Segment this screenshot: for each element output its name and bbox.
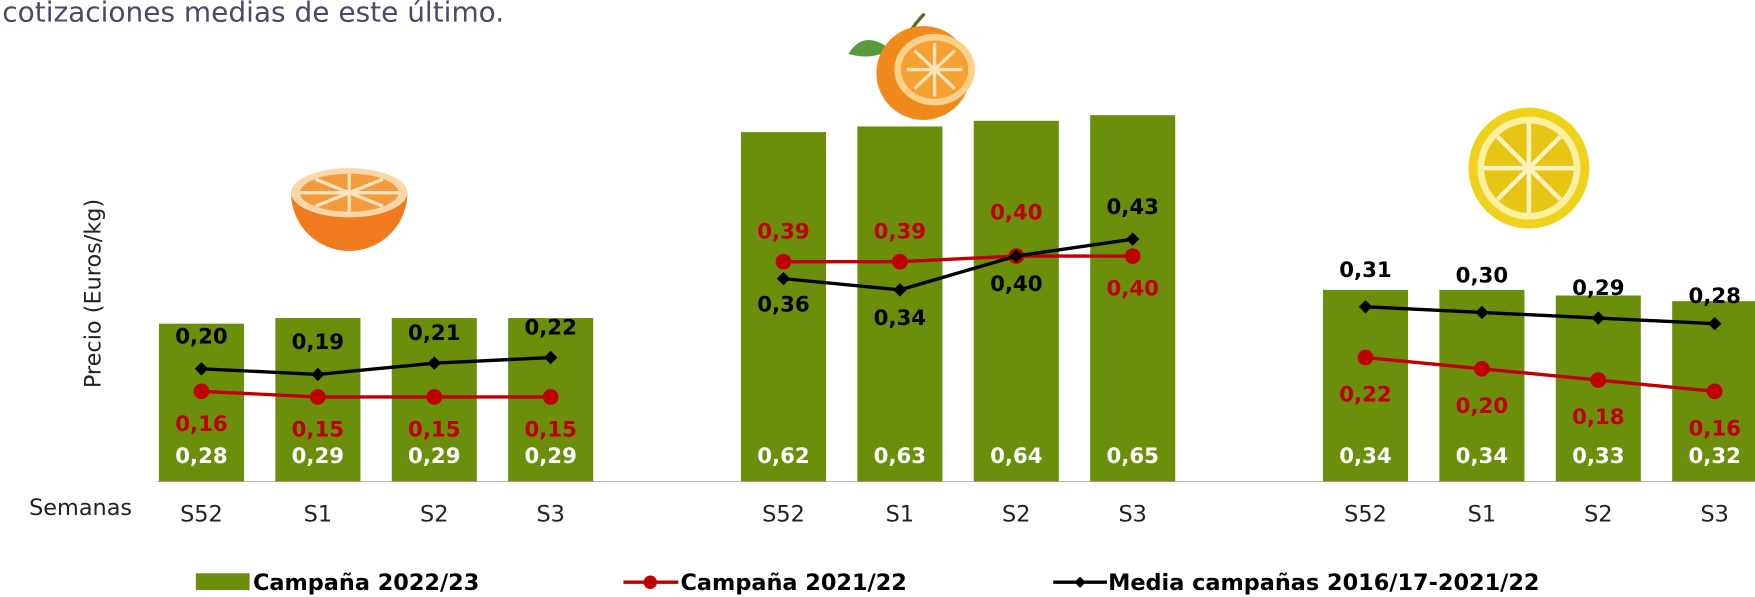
line-marker	[543, 389, 559, 405]
mandarin-icon	[848, 14, 974, 120]
bar-value-label: 0,65	[1106, 444, 1158, 469]
bar-value-label: 0,34	[1339, 444, 1391, 469]
line-marker	[310, 389, 326, 405]
line-value-label: 0,16	[175, 412, 227, 437]
line-marker	[1125, 248, 1141, 264]
legend-label: Media campañas 2016/17-2021/22	[1108, 570, 1539, 596]
line-value-label: 0,28	[1688, 284, 1740, 309]
line	[783, 239, 1132, 290]
line-value-label: 0,22	[524, 315, 576, 340]
line-value-label: 0,39	[874, 220, 926, 245]
x-tick-label: S2	[420, 502, 448, 528]
bar-value-label: 0,34	[1456, 444, 1508, 469]
line-marker	[1474, 361, 1490, 377]
legend-label: Campaña 2021/22	[681, 570, 907, 596]
legend-marker	[1074, 577, 1085, 588]
legend-swatch	[196, 573, 250, 590]
line	[201, 391, 550, 397]
legend-marker	[644, 576, 657, 589]
x-tick-label: S3	[536, 502, 564, 528]
bar-value-label: 0,64	[990, 444, 1042, 469]
line-value-label: 0,15	[408, 418, 460, 443]
bar-value-label: 0,29	[292, 444, 344, 469]
chart: cotizaciones medias de este último. Prec…	[0, 0, 1755, 597]
bar-value-label: 0,28	[175, 444, 227, 469]
x-tick-label: S52	[762, 502, 805, 528]
orange-icon	[291, 168, 407, 251]
line	[1365, 307, 1714, 324]
line-value-label: 0,40	[1106, 277, 1158, 302]
bar-value-label: 0,33	[1572, 444, 1624, 469]
bar	[974, 121, 1059, 482]
x-axis-label: Semanas	[29, 495, 132, 521]
page: {"intro_text": "cotizaciones medias de e…	[0, 0, 1755, 597]
bar	[857, 126, 942, 481]
line-marker	[1590, 372, 1606, 388]
x-tick-label: S3	[1700, 502, 1728, 528]
bar-value-label: 0,63	[874, 444, 926, 469]
line-value-label: 0,21	[408, 321, 460, 346]
line-value-label: 0,40	[990, 201, 1042, 226]
line-value-label: 0,29	[1572, 276, 1624, 301]
line-marker	[194, 383, 210, 399]
line-value-label: 0,36	[757, 292, 809, 317]
line-marker	[426, 389, 442, 405]
bar-value-label: 0,29	[408, 444, 460, 469]
line-marker	[776, 254, 792, 270]
line-value-label: 0,15	[524, 418, 576, 443]
x-tick-label: S2	[1002, 502, 1030, 528]
bar-value-label: 0,32	[1688, 444, 1740, 469]
line-marker	[1358, 350, 1374, 366]
x-tick-label: S1	[1468, 502, 1496, 528]
bar-value-label: 0,29	[524, 444, 576, 469]
line-value-label: 0,40	[990, 272, 1042, 297]
line	[783, 256, 1132, 262]
line-marker	[892, 254, 908, 270]
line-value-label: 0,30	[1456, 264, 1508, 289]
x-tick-label: S52	[1344, 502, 1387, 528]
line-value-label: 0,20	[175, 324, 227, 349]
line-value-label: 0,34	[874, 306, 926, 331]
line-value-label: 0,31	[1339, 258, 1391, 283]
line-value-label: 0,43	[1106, 195, 1158, 220]
line	[1365, 358, 1714, 392]
line-value-label: 0,15	[292, 418, 344, 443]
x-tick-label: S52	[180, 502, 223, 528]
x-tick-label: S2	[1584, 502, 1612, 528]
y-axis-label: Precio (Euros/kg)	[81, 199, 107, 388]
lemon-icon	[1468, 108, 1589, 229]
legend-label: Campaña 2022/23	[253, 570, 479, 596]
line-value-label: 0,20	[1456, 394, 1508, 419]
x-tick-label: S3	[1118, 502, 1146, 528]
line-value-label: 0,22	[1339, 383, 1391, 408]
x-tick-label: S1	[886, 502, 914, 528]
line-value-label: 0,39	[757, 220, 809, 245]
intro-text: cotizaciones medias de este último.	[2, 0, 504, 29]
x-tick-label: S1	[304, 502, 332, 528]
line-value-label: 0,19	[292, 330, 344, 355]
line-value-label: 0,18	[1572, 405, 1624, 430]
line-value-label: 0,16	[1688, 416, 1740, 441]
line	[201, 358, 550, 375]
bar-value-label: 0,62	[757, 444, 809, 469]
line-marker	[1707, 383, 1723, 399]
